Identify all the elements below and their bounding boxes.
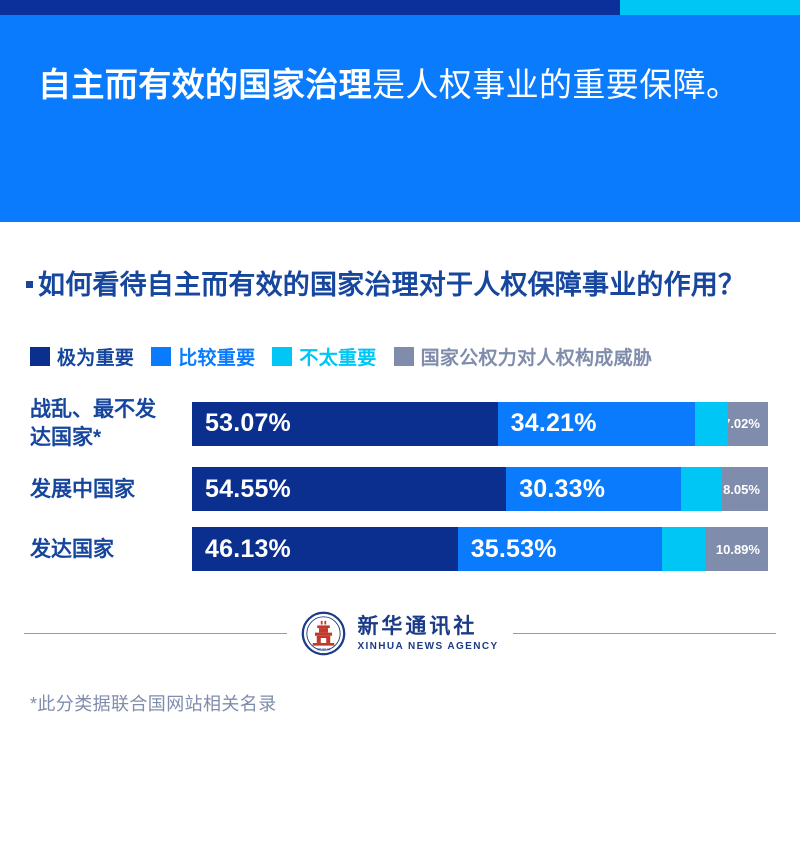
bar-segment-state-power-threat: 8.05% (721, 467, 768, 512)
hero-title: 自主而有效的国家治理是人权事业的重要保障。 (38, 59, 760, 111)
bar-segment-not-very-important (662, 527, 706, 572)
bar-segment-value: 54.55% (205, 474, 291, 503)
legend-label-0: 极为重要 (57, 347, 135, 369)
bar-segment-value: 46.13% (205, 534, 291, 563)
legend-item-2: 不太重要 (272, 343, 376, 370)
legend-label-1: 比较重要 (178, 347, 256, 369)
legend-swatch-icon (151, 346, 172, 366)
legend-label-2: 不太重要 (299, 347, 377, 369)
bar-category-label: 发达国家 (30, 536, 192, 564)
hero-banner: 自主而有效的国家治理是人权事业的重要保障。 (0, 15, 800, 222)
xinhua-logo-text: 新华通讯社 XINHUA NEWS AGENCY (357, 615, 498, 653)
question-heading: 如何看待自主而有效的国家治理对于人权保障事业的作用？ (26, 266, 774, 306)
legend-item-1: 比较重要 (151, 343, 255, 370)
bar-segment-value: 53.07% (205, 409, 291, 438)
bar-row: 发达国家 46.13% 35.53% 10.89% (30, 527, 768, 572)
legend-swatch-icon (272, 346, 293, 366)
bar-segment-extremely-important: 46.13% (192, 527, 458, 572)
bar-segment-fairly-important: 30.33% (506, 467, 681, 512)
bar-segment-extremely-important: 54.55% (192, 467, 507, 512)
divider-right (512, 633, 777, 635)
bar-label-line1: 战乱、最不发 (30, 397, 156, 421)
bar-segment-extremely-important: 53.07% (192, 401, 498, 446)
bar-track: 53.07% 34.21% 7.02% (192, 401, 768, 446)
bar-segment-not-very-important (680, 467, 722, 512)
bar-segment-value: 30.33% (519, 474, 606, 503)
xinhua-pagoda-emblem-icon: XINHUA (302, 612, 346, 656)
bar-segment-fairly-important: 34.21% (497, 401, 695, 446)
stacked-bar-chart: 战乱、最不发 达国家* 53.07% 34.21% 7.02% 发展中国家 54… (0, 370, 800, 572)
bar-segment-value: 34.21% (510, 409, 597, 438)
svg-text:XINHUA: XINHUA (317, 648, 331, 652)
square-bullet-icon (26, 281, 33, 288)
question-text: 如何看待自主而有效的国家治理对于人权保障事业的作用？ (38, 270, 746, 300)
bar-segment-value: 8.05% (723, 481, 760, 497)
legend-swatch-icon (30, 346, 50, 366)
bar-track: 54.55% 30.33% 8.05% (192, 467, 768, 512)
bar-track: 46.13% 35.53% 10.89% (192, 527, 768, 572)
top-accent-cyan-segment (620, 0, 800, 15)
footer-logo-row: XINHUA 新华通讯社 XINHUA NEWS AGENCY (0, 611, 800, 656)
bar-row: 战乱、最不发 达国家* 53.07% 34.21% 7.02% (30, 396, 768, 451)
top-accent-dark-segment (0, 0, 620, 15)
legend-item-3: 国家公权力对人权构成威胁 (393, 343, 653, 370)
bar-row: 发展中国家 54.55% 30.33% 8.05% (30, 467, 768, 512)
bar-label-line1: 发展中国家 (30, 477, 135, 501)
agency-name-cn: 新华通讯社 (357, 614, 478, 638)
agency-name-en: XINHUA NEWS AGENCY (357, 640, 499, 652)
hero-title-strong: 自主而有效的国家治理 (38, 66, 372, 103)
question-section: 如何看待自主而有效的国家治理对于人权保障事业的作用？ (0, 222, 800, 306)
bar-category-label: 战乱、最不发 达国家* (30, 396, 192, 451)
xinhua-logo: XINHUA 新华通讯社 XINHUA NEWS AGENCY (301, 611, 498, 656)
bar-segment-value: 10.89% (715, 541, 760, 557)
footnote: *此分类据联合国网站相关名录 (30, 694, 277, 715)
bar-segment-not-very-important (694, 401, 728, 446)
bar-segment-state-power-threat: 7.02% (727, 401, 768, 446)
legend-item-0: 极为重要 (30, 343, 134, 370)
top-accent-bar (0, 0, 800, 15)
legend-swatch-icon (393, 346, 414, 366)
legend-label-3: 国家公权力对人权构成威胁 (420, 347, 653, 369)
chart-legend: 极为重要 比较重要 不太重要 国家公权力对人权构成威胁 (0, 306, 800, 370)
bar-segment-state-power-threat: 10.89% (705, 527, 768, 572)
bar-label-line1: 发达国家 (30, 537, 114, 561)
bar-category-label: 发展中国家 (30, 476, 192, 504)
bar-label-line2: 达国家* (30, 425, 102, 449)
divider-left (24, 633, 288, 635)
hero-title-rest: 是人权事业的重要保障。 (372, 66, 740, 103)
bar-segment-value: 35.53% (470, 534, 557, 563)
bar-segment-fairly-important: 35.53% (457, 527, 663, 572)
bar-segment-value: 7.02% (728, 416, 760, 432)
